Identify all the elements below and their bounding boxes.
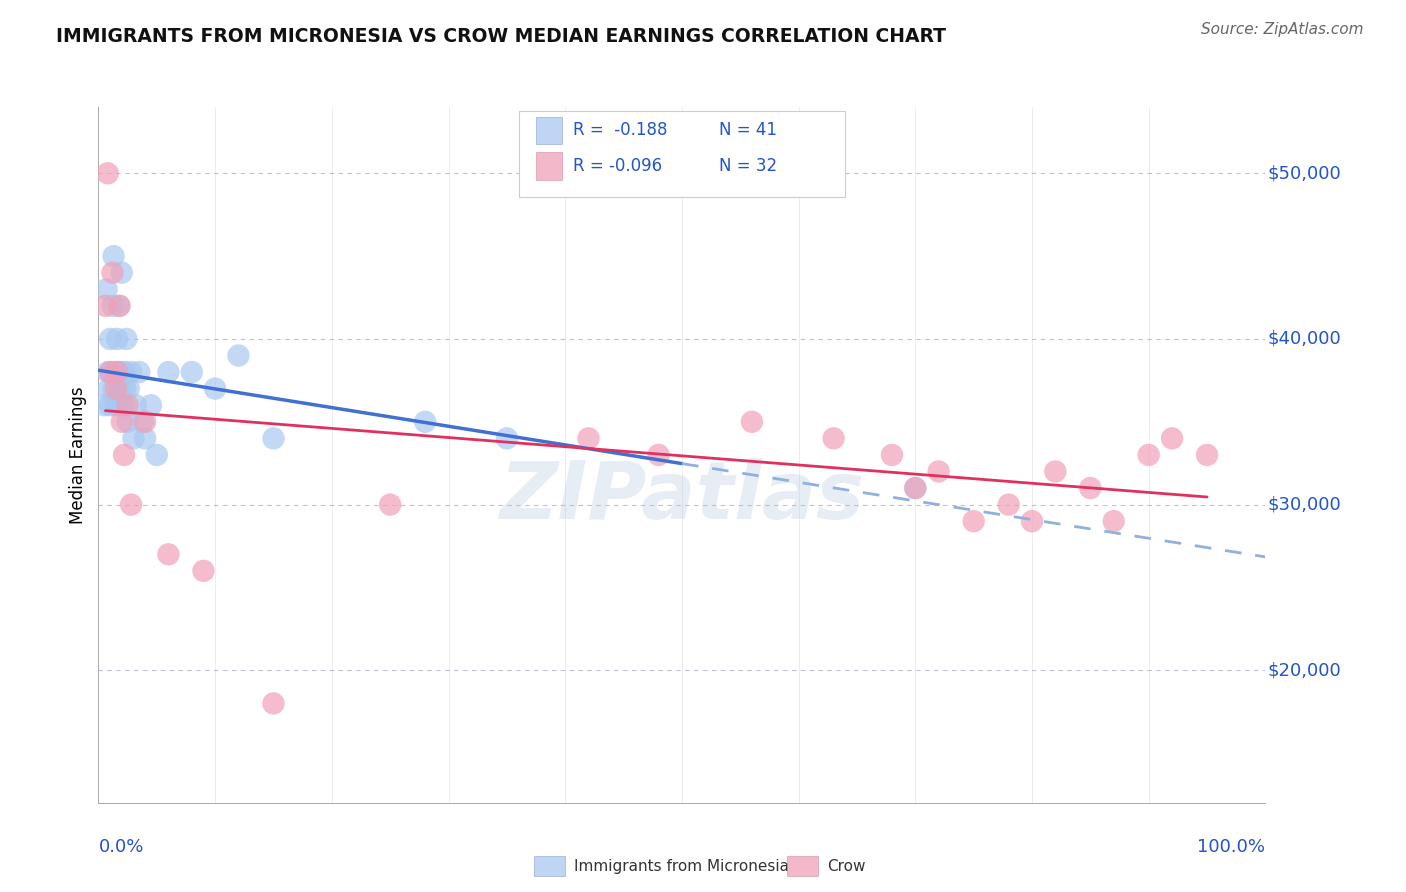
Point <box>647 448 669 462</box>
Point <box>105 332 128 346</box>
Point <box>103 249 125 263</box>
Point <box>1195 448 1218 462</box>
Point <box>110 382 132 396</box>
Point <box>111 365 134 379</box>
Point <box>1045 465 1067 479</box>
Point <box>904 481 927 495</box>
FancyBboxPatch shape <box>519 111 845 197</box>
Point <box>94 299 117 313</box>
Point <box>105 365 128 379</box>
Point <box>101 266 124 280</box>
Point <box>823 431 845 445</box>
Point <box>997 498 1019 512</box>
Text: Source: ZipAtlas.com: Source: ZipAtlas.com <box>1201 22 1364 37</box>
Point <box>111 266 134 280</box>
Point <box>101 299 124 313</box>
Text: R =  -0.188: R = -0.188 <box>574 121 668 139</box>
Point <box>108 299 131 313</box>
Point <box>741 415 763 429</box>
Point <box>108 299 131 313</box>
Point <box>104 365 127 379</box>
Point <box>98 365 121 379</box>
Point <box>962 514 984 528</box>
Point <box>228 349 250 363</box>
Point <box>111 398 134 412</box>
Point <box>108 398 131 412</box>
Point <box>413 415 436 429</box>
Point <box>120 498 142 512</box>
Text: $20,000: $20,000 <box>1268 661 1341 680</box>
Point <box>134 431 156 445</box>
Point <box>928 465 950 479</box>
Point <box>157 365 180 379</box>
Point <box>880 448 903 462</box>
Point <box>111 415 134 429</box>
Point <box>98 398 121 412</box>
Point <box>107 365 129 379</box>
Point <box>262 431 284 445</box>
Point <box>134 415 156 429</box>
Point <box>193 564 215 578</box>
Point <box>98 332 121 346</box>
Point <box>117 415 139 429</box>
Point <box>146 448 169 462</box>
Text: N = 32: N = 32 <box>720 157 778 175</box>
Point <box>125 398 148 412</box>
Text: $40,000: $40,000 <box>1268 330 1341 348</box>
Point <box>1080 481 1102 495</box>
Text: IMMIGRANTS FROM MICRONESIA VS CROW MEDIAN EARNINGS CORRELATION CHART: IMMIGRANTS FROM MICRONESIA VS CROW MEDIA… <box>56 27 946 45</box>
Point <box>93 398 115 412</box>
Text: 100.0%: 100.0% <box>1198 838 1265 855</box>
Point <box>117 398 139 412</box>
Point <box>104 382 127 396</box>
Point <box>904 481 927 495</box>
Point <box>1137 448 1160 462</box>
Point <box>97 166 120 180</box>
Point <box>118 382 141 396</box>
Point <box>97 382 120 396</box>
Point <box>100 365 122 379</box>
Text: N = 41: N = 41 <box>720 121 778 139</box>
Text: $30,000: $30,000 <box>1268 496 1341 514</box>
Point <box>180 365 202 379</box>
Point <box>1161 431 1184 445</box>
Point <box>104 398 127 412</box>
Text: 0.0%: 0.0% <box>98 838 143 855</box>
Point <box>1102 514 1125 528</box>
Bar <box>536 152 562 179</box>
Point <box>204 382 226 396</box>
Point <box>112 448 135 462</box>
Point <box>378 498 402 512</box>
Text: $50,000: $50,000 <box>1268 164 1341 182</box>
Bar <box>536 117 562 145</box>
Point <box>103 382 125 396</box>
Text: ZIPatlas: ZIPatlas <box>499 458 865 536</box>
Point <box>578 431 600 445</box>
Point <box>96 282 118 296</box>
Point <box>157 547 180 561</box>
Point <box>112 365 135 379</box>
Point <box>139 398 162 412</box>
Text: R = -0.096: R = -0.096 <box>574 157 662 175</box>
Point <box>495 431 517 445</box>
Point <box>97 365 120 379</box>
Point <box>128 365 150 379</box>
Point <box>132 415 155 429</box>
Text: Immigrants from Micronesia: Immigrants from Micronesia <box>574 859 789 873</box>
Text: Crow: Crow <box>827 859 865 873</box>
Y-axis label: Median Earnings: Median Earnings <box>69 386 87 524</box>
Point <box>114 382 136 396</box>
Point <box>120 365 142 379</box>
Point <box>122 431 145 445</box>
Point <box>262 697 284 711</box>
Point <box>115 332 138 346</box>
Point <box>1021 514 1043 528</box>
